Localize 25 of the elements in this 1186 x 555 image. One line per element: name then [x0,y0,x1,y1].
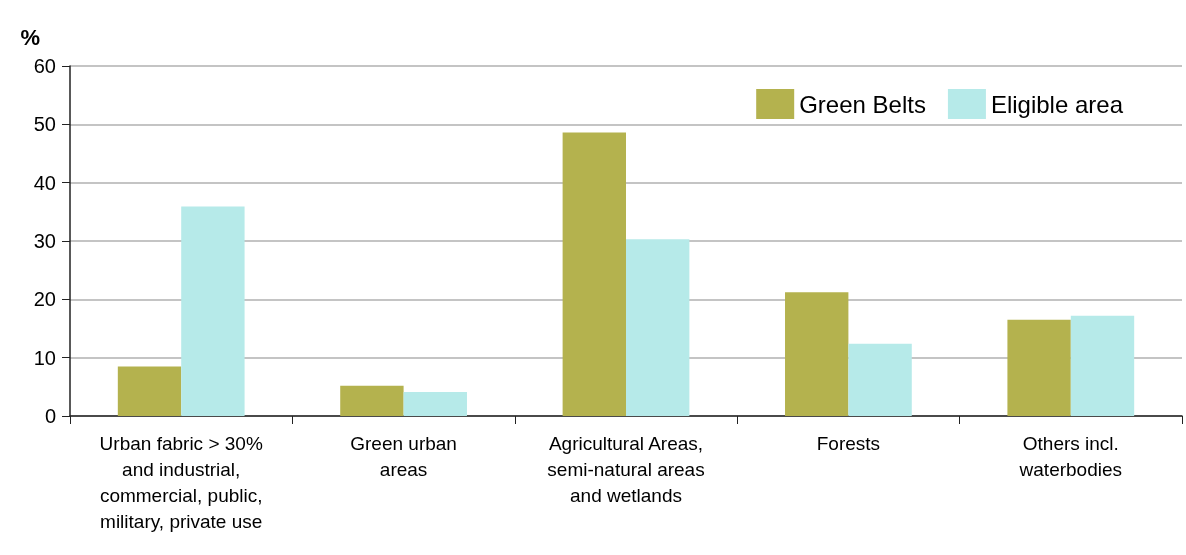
x-tick-label: Urban fabric > 30% and industrial, commercial, public, military, private use [99,432,263,532]
x-tick-label: Agricultural Areas, semi-natural areas and wetlands [547,432,705,506]
x-tick-label: Green urban areas [350,432,457,480]
y-axis-title: % [20,24,40,50]
legend-label: Green Belts [799,90,926,118]
bar [562,132,626,416]
bar [403,392,467,416]
legend-label: Eligible area [990,90,1124,118]
bar [626,239,690,416]
bar [340,385,404,416]
y-tick-label: 60 [33,55,56,77]
y-tick-label: 40 [33,171,56,194]
bar [181,206,245,416]
y-tick-label: 30 [33,230,56,252]
y-tick-label: 10 [33,346,56,369]
bar [848,343,912,416]
y-tick-label: 0 [44,405,56,427]
x-tick-label: Forests [816,432,881,454]
bar [785,292,849,416]
y-tick-label: 20 [33,288,56,311]
bar [1070,315,1135,416]
y-tick-label: 50 [33,113,56,136]
bar [117,366,182,416]
x-tick-label: Others incl. waterbodies [1018,432,1123,480]
bar [1007,319,1071,416]
